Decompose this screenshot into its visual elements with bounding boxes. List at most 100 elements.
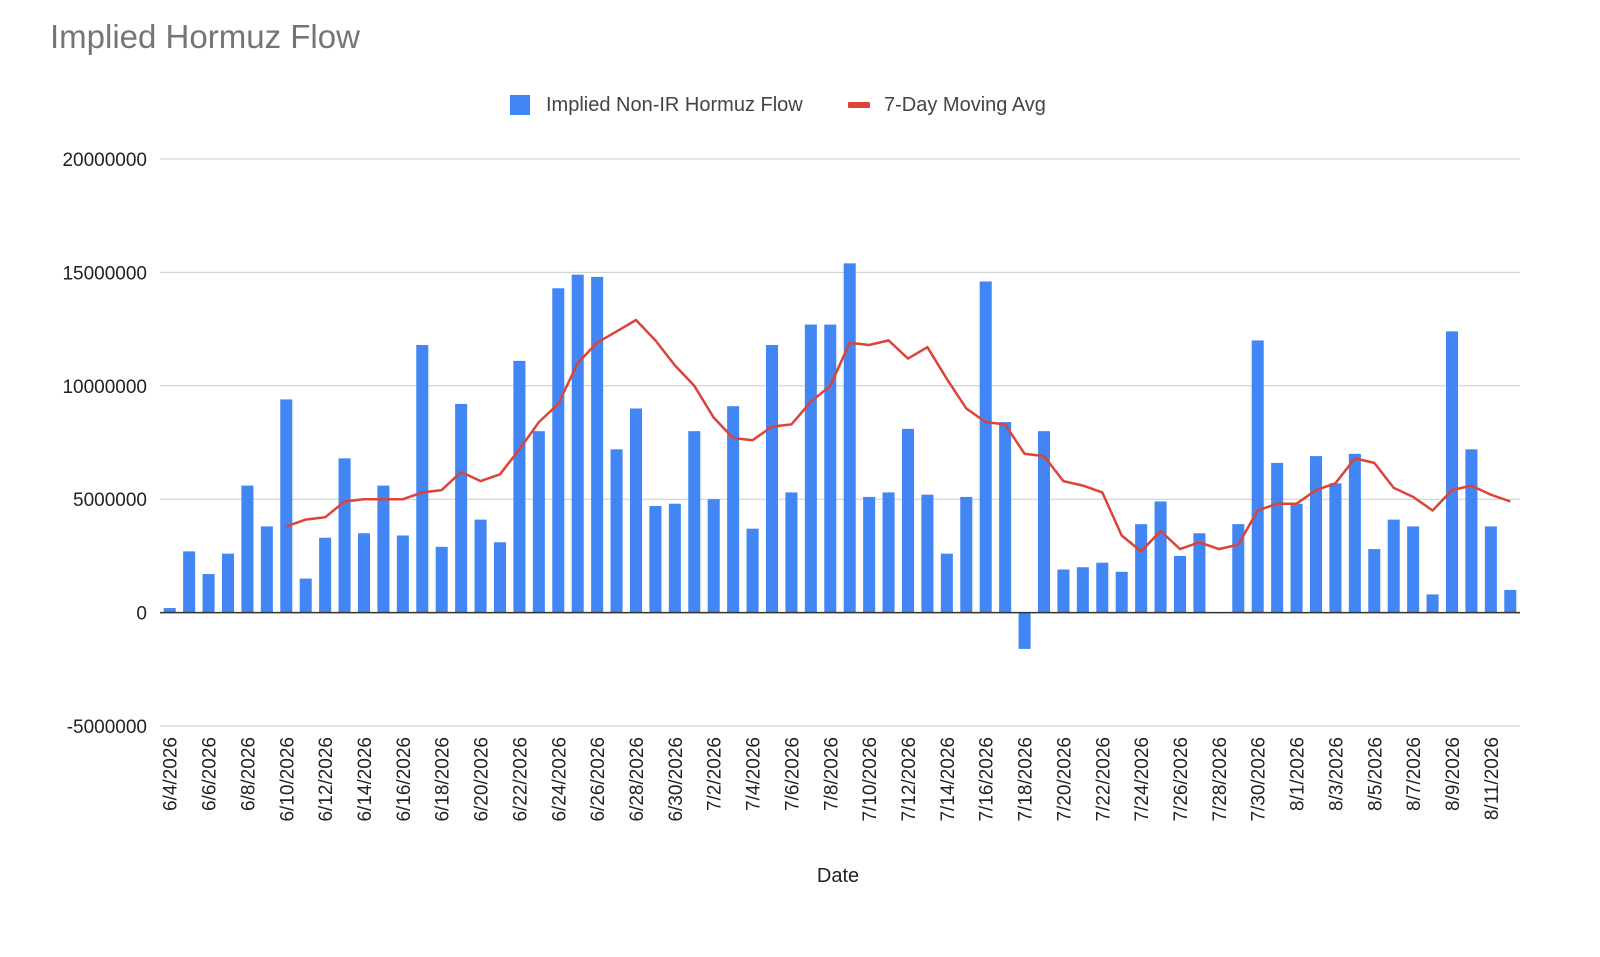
bar[interactable] [882, 492, 895, 613]
bar[interactable] [863, 496, 876, 613]
bar[interactable] [280, 399, 293, 613]
bar[interactable] [960, 496, 973, 613]
bar[interactable] [1057, 569, 1070, 613]
x-tick-label: 8/11/2026 [1482, 737, 1503, 820]
y-tick-label: -5000000 [67, 717, 147, 738]
x-tick-label: 7/22/2026 [1093, 737, 1114, 822]
x-tick-label: 8/3/2026 [1326, 737, 1347, 811]
bar[interactable] [474, 519, 487, 613]
bar[interactable] [163, 608, 176, 613]
bar[interactable] [299, 578, 312, 613]
y-tick-label: 20000000 [62, 150, 147, 171]
y-tick-label: 0 [136, 604, 147, 625]
x-tick-label: 6/6/2026 [200, 737, 221, 811]
bar[interactable] [1154, 501, 1167, 613]
x-tick-label: 8/7/2026 [1404, 737, 1425, 811]
x-tick-label: 6/22/2026 [510, 737, 531, 822]
bar[interactable] [338, 458, 351, 613]
x-tick-label: 6/26/2026 [588, 737, 609, 822]
bar[interactable] [1445, 331, 1459, 613]
chart-title: Implied Hormuz Flow [50, 18, 360, 55]
bar[interactable] [1096, 562, 1109, 613]
bar[interactable] [649, 506, 662, 613]
x-tick-label: 6/30/2026 [666, 737, 687, 822]
bar[interactable] [1115, 571, 1128, 613]
x-tick-label: 7/20/2026 [1054, 737, 1075, 822]
legend-bar-swatch [510, 95, 530, 115]
bar[interactable] [1484, 526, 1497, 613]
legend-item-bars[interactable]: Implied Non-IR Hormuz Flow [510, 90, 803, 120]
bar[interactable] [1076, 567, 1089, 613]
bar[interactable] [843, 263, 856, 613]
x-tick-label: 6/28/2026 [627, 737, 648, 822]
x-tick-label: 8/9/2026 [1443, 737, 1464, 811]
bar[interactable] [1037, 431, 1051, 613]
x-tick-label: 7/24/2026 [1132, 737, 1153, 822]
bar[interactable] [1173, 555, 1187, 613]
bar[interactable] [610, 449, 623, 613]
bar[interactable] [1329, 483, 1342, 613]
bar[interactable] [765, 344, 779, 613]
bar[interactable] [455, 403, 468, 613]
bar[interactable] [260, 526, 273, 613]
bar[interactable] [979, 281, 992, 613]
bar[interactable] [241, 485, 254, 613]
legend-label-bars: Implied Non-IR Hormuz Flow [546, 93, 803, 116]
bar[interactable] [1368, 549, 1381, 613]
bar[interactable] [688, 431, 701, 613]
x-tick-label: 7/26/2026 [1171, 737, 1192, 822]
moving-avg-line[interactable] [285, 318, 1511, 553]
bar[interactable] [532, 431, 545, 613]
x-tick-label: 8/1/2026 [1288, 737, 1309, 811]
legend-item-line[interactable]: 7-Day Moving Avg [848, 90, 1046, 120]
bar[interactable] [377, 485, 390, 613]
bar[interactable] [591, 276, 604, 613]
bar[interactable] [1465, 449, 1478, 613]
bar[interactable] [940, 553, 953, 613]
bar[interactable] [435, 546, 448, 613]
bar[interactable] [416, 344, 429, 613]
bar[interactable] [727, 406, 740, 613]
bar[interactable] [629, 408, 643, 613]
bar[interactable] [202, 574, 215, 613]
bar[interactable] [1251, 340, 1264, 613]
bar[interactable] [1387, 519, 1400, 613]
bar[interactable] [571, 274, 584, 613]
bar[interactable] [901, 428, 915, 613]
bar[interactable] [1193, 533, 1206, 613]
bar[interactable] [1271, 462, 1284, 613]
bar[interactable] [493, 542, 507, 613]
bar[interactable] [319, 537, 332, 613]
bar[interactable] [785, 492, 798, 613]
bar[interactable] [804, 324, 817, 613]
bar[interactable] [921, 494, 934, 613]
bar[interactable] [1504, 589, 1517, 613]
bar[interactable] [1407, 526, 1420, 613]
x-tick-label: 6/12/2026 [316, 737, 337, 822]
bar[interactable] [1426, 594, 1439, 613]
bar-series [163, 263, 1517, 649]
bar[interactable] [707, 499, 720, 613]
bar[interactable] [1135, 524, 1148, 613]
bar[interactable] [746, 528, 759, 613]
x-tick-label: 7/8/2026 [821, 737, 842, 811]
bar[interactable] [824, 324, 837, 613]
x-tick-label: 6/4/2026 [161, 737, 182, 811]
bar[interactable] [999, 422, 1012, 613]
bar[interactable] [183, 551, 196, 613]
bar[interactable] [357, 533, 371, 613]
legend: Implied Non-IR Hormuz Flow 7-Day Moving … [0, 90, 1600, 120]
bar[interactable] [396, 535, 409, 613]
bar[interactable] [552, 288, 565, 613]
legend-label-line: 7-Day Moving Avg [884, 93, 1046, 116]
bar[interactable] [1309, 456, 1323, 613]
x-tick-label: 7/14/2026 [938, 737, 959, 822]
bar[interactable] [221, 553, 235, 613]
bar[interactable] [513, 360, 526, 613]
bar[interactable] [1290, 503, 1303, 613]
bar[interactable] [1018, 612, 1031, 649]
x-tick-label: 6/24/2026 [549, 737, 570, 822]
bar[interactable] [1348, 453, 1361, 613]
bar[interactable] [668, 503, 681, 613]
